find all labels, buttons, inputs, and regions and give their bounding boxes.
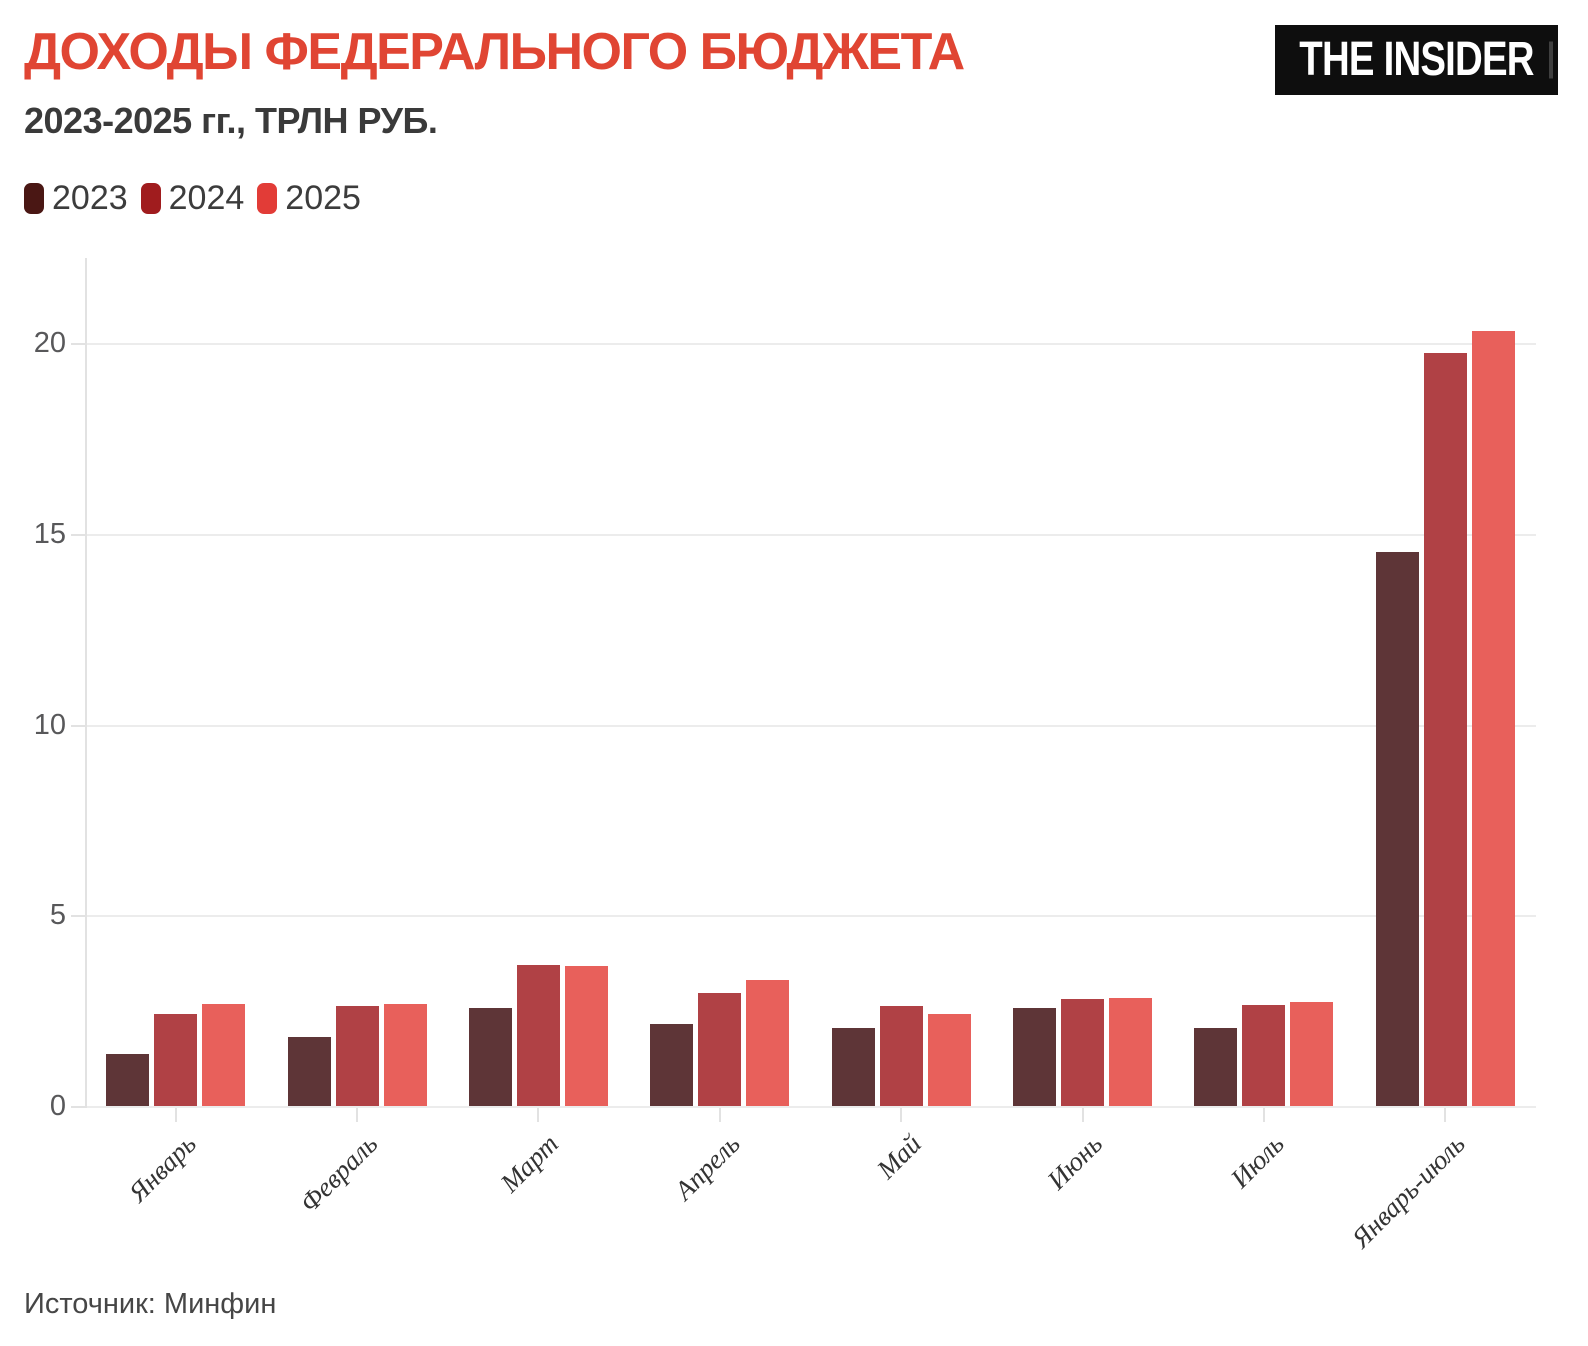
bar-Январь-июль-2024: [1423, 352, 1467, 1106]
bar-Июль-2024: [1242, 1004, 1286, 1106]
bar-Март-2025: [564, 965, 608, 1106]
chart-title: ДОХОДЫ ФЕДЕРАЛЬНОГО БЮДЖЕТА: [24, 23, 965, 81]
x-tick-1: [174, 1108, 177, 1122]
bar-Июнь-2024: [1061, 999, 1105, 1106]
x-tick-2: [356, 1108, 359, 1122]
chart-legend: 2023 2024 2025: [24, 181, 374, 215]
bar-Май-2024: [879, 1006, 923, 1106]
y-tick-0: [71, 1106, 85, 1108]
bar-Январь-июль-2023: [1375, 551, 1419, 1106]
x-axis-label-1: Январь: [122, 1128, 202, 1208]
bar-Июль-2025: [1290, 1001, 1334, 1106]
legend-swatch-2025: [257, 182, 278, 214]
x-axis-label-6: Июнь: [1041, 1128, 1109, 1196]
bar-Июнь-2023: [1013, 1008, 1057, 1106]
y-tick-20: [71, 343, 85, 345]
bar-Март-2023: [468, 1008, 512, 1106]
x-axis-label-2: Февраль: [293, 1128, 383, 1219]
bar-Январь-2025: [202, 1004, 246, 1106]
gridline-5: [85, 915, 1536, 918]
y-axis-label-20: 20: [33, 327, 66, 359]
bar-Март-2024: [516, 964, 560, 1106]
legend-label-2023: 2023: [52, 179, 128, 217]
y-tick-5: [71, 915, 85, 918]
legend-label-2025: 2025: [285, 179, 361, 217]
x-tick-8: [1444, 1108, 1447, 1122]
logo-cursor-bar: [1549, 41, 1553, 79]
bar-Май-2025: [927, 1013, 971, 1106]
x-axis-label-4: Апрель: [668, 1128, 746, 1206]
y-axis-label-0: 0: [49, 1090, 66, 1122]
legend-swatch-2023: [24, 182, 44, 214]
gridline-15: [85, 533, 1536, 536]
bar-Апрель-2023: [650, 1023, 694, 1106]
gridline-20: [85, 343, 1536, 345]
legend-item-2023: 2023: [24, 181, 128, 215]
bar-Февраль-2025: [383, 1004, 427, 1106]
the-insider-logo: THE INSIDER: [1275, 25, 1558, 95]
source-note: Источник: Минфин: [24, 1288, 277, 1320]
legend-label-2024: 2024: [168, 179, 245, 217]
bar-Апрель-2024: [698, 992, 742, 1106]
y-axis-label-5: 5: [49, 899, 66, 932]
x-tick-7: [1262, 1108, 1265, 1122]
bar-Январь-2024: [154, 1014, 198, 1106]
bar-Апрель-2025: [746, 980, 790, 1106]
x-tick-5: [900, 1108, 903, 1122]
x-axis-label-8: Январь-июль: [1346, 1128, 1472, 1254]
x-axis-label-7: Июль: [1224, 1128, 1290, 1194]
y-axis-line: [85, 258, 87, 1108]
gridline-0: [85, 1106, 1536, 1108]
bar-Февраль-2023: [287, 1036, 331, 1106]
y-axis-label-10: 10: [33, 708, 66, 741]
logo-text: THE INSIDER: [1299, 33, 1534, 86]
legend-item-2024: 2024: [140, 179, 245, 217]
bar-Июнь-2025: [1109, 998, 1153, 1106]
chart-subtitle: 2023-2025 гг., ТРЛН РУБ.: [24, 100, 438, 141]
x-tick-4: [718, 1108, 721, 1122]
bar-Январь-2023: [106, 1054, 150, 1106]
bar-Январь-июль-2025: [1471, 330, 1515, 1106]
y-tick-15: [71, 533, 85, 536]
gridline-10: [85, 724, 1536, 727]
bar-Май-2023: [831, 1028, 875, 1106]
legend-swatch-2024: [140, 182, 161, 214]
y-tick-10: [71, 724, 85, 727]
x-tick-3: [537, 1108, 540, 1122]
y-axis-label-15: 15: [33, 517, 66, 550]
x-axis-label-3: Март: [494, 1128, 565, 1199]
x-axis-label-5: Май: [871, 1128, 927, 1185]
x-tick-6: [1081, 1108, 1084, 1122]
legend-item-2025: 2025: [257, 181, 361, 215]
bar-Февраль-2024: [335, 1006, 379, 1106]
bar-Июль-2023: [1194, 1027, 1238, 1106]
